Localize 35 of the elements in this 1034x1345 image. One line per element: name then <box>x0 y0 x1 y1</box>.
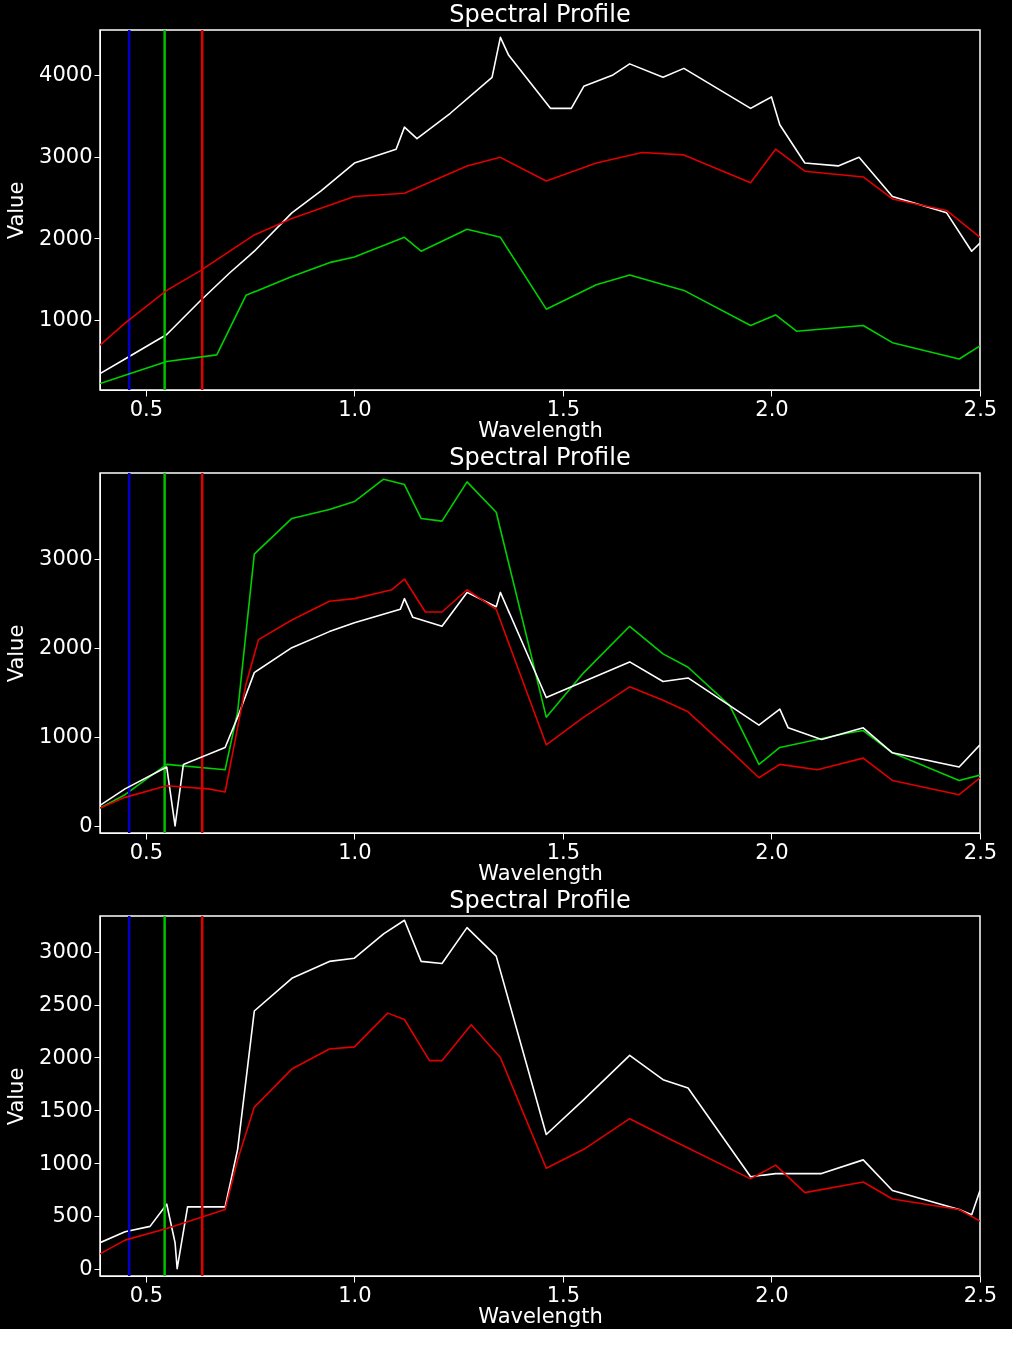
x-tick-label: 1.0 <box>338 396 372 421</box>
x-tick-label: 2.5 <box>963 1282 998 1307</box>
x-tick-label: 0.5 <box>129 839 164 864</box>
x-tick-label: 2.5 <box>963 396 998 421</box>
y-tick-label: 500 <box>52 1203 93 1228</box>
y-tick-label: 2000 <box>39 1044 93 1069</box>
chart-title: Spectral Profile <box>449 442 631 471</box>
y-tick-label: 2000 <box>39 225 93 250</box>
line-series <box>100 478 980 809</box>
y-tick-label: 4000 <box>39 62 93 87</box>
chart-title: Spectral Profile <box>449 885 631 914</box>
line-series <box>100 228 980 385</box>
x-tick-label: 0.5 <box>129 1282 164 1307</box>
y-tick-label: 3000 <box>39 546 93 571</box>
x-tick-label: 2.5 <box>963 839 998 864</box>
x-tick-label: 2.0 <box>755 1282 789 1307</box>
y-tick-label: 0 <box>79 1256 93 1281</box>
x-tick-label: 1.0 <box>338 1282 372 1307</box>
chart-title: Spectral Profile <box>449 0 631 28</box>
x-tick-label: 1.0 <box>338 839 372 864</box>
x-tick-label: 2.0 <box>755 396 789 421</box>
y-axis-title: Value <box>4 1067 29 1126</box>
y-axis-title: Value <box>4 624 29 683</box>
y-tick-label: 2500 <box>39 992 93 1017</box>
x-tick-label: 0.5 <box>129 396 164 421</box>
y-tick-label: 1000 <box>39 307 93 332</box>
x-tick-label: 2.0 <box>755 839 789 864</box>
y-tick-label: 2000 <box>39 635 93 660</box>
y-axis-title: Value <box>4 181 29 240</box>
y-tick-label: 3000 <box>39 939 93 964</box>
y-tick-label: 0 <box>79 813 93 838</box>
y-tick-label: 3000 <box>39 144 93 169</box>
y-tick-label: 1000 <box>39 1150 93 1175</box>
y-tick-label: 1000 <box>39 724 93 749</box>
y-tick-label: 1500 <box>39 1097 93 1122</box>
